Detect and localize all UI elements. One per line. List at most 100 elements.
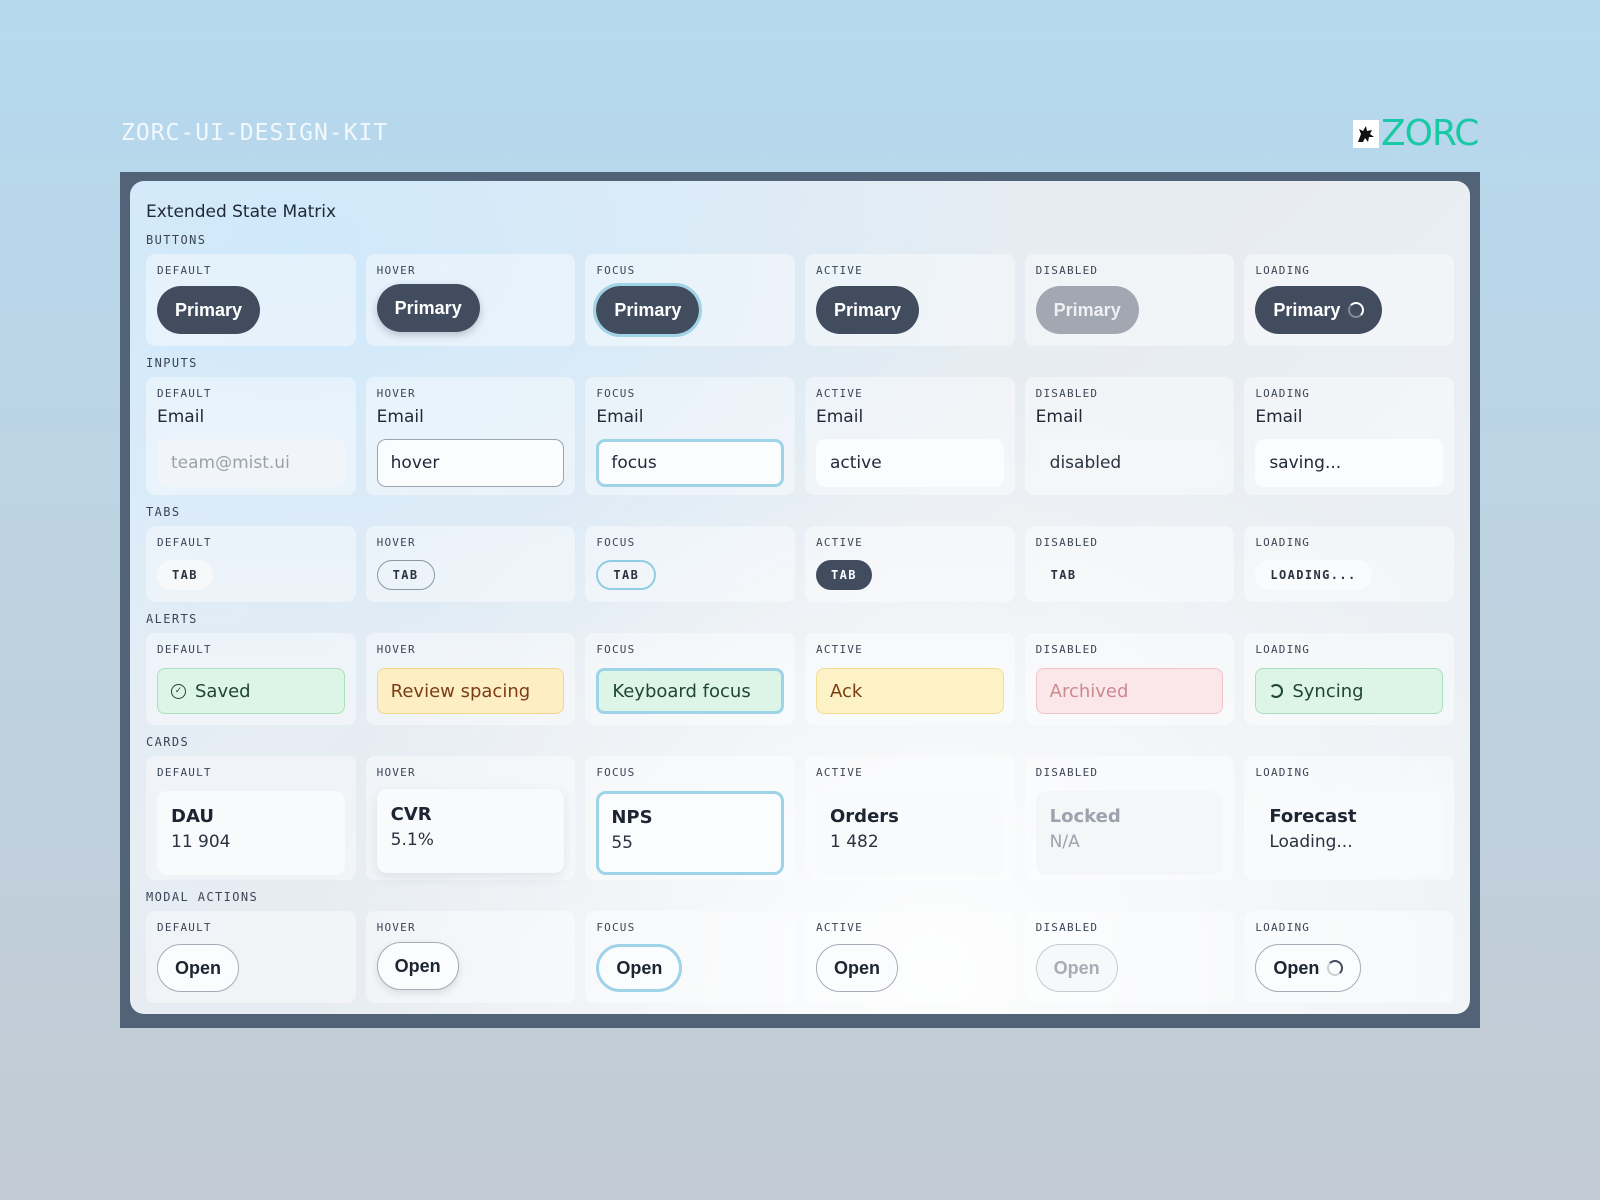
- state-cell: DEFAULT Email team@mist.ui: [146, 377, 356, 495]
- button-label: Primary: [175, 299, 243, 320]
- button-label: Primary: [1273, 299, 1341, 320]
- state-cell: HOVER Primary: [365, 254, 576, 346]
- state-label: HOVER: [376, 766, 416, 779]
- state-cell: HOVER CVR 5.1%: [365, 756, 576, 880]
- open-button-active[interactable]: Open: [816, 944, 899, 992]
- section-label-cards: CARDS: [146, 735, 190, 749]
- section-label-tabs: TABS: [146, 505, 181, 519]
- state-cell: DEFAULT Open: [146, 911, 356, 1003]
- state-label: DISABLED: [1035, 643, 1099, 656]
- state-label: LOADING: [1255, 387, 1311, 400]
- state-cell: ACTIVE Ack: [805, 633, 1015, 725]
- alert-text: Syncing: [1292, 680, 1364, 702]
- state-label: ACTIVE: [816, 643, 863, 656]
- primary-button-focus[interactable]: Primary: [593, 283, 703, 337]
- primary-button-active[interactable]: Primary: [816, 286, 920, 334]
- open-button-loading[interactable]: Open: [1255, 944, 1362, 992]
- state-label: ACTIVE: [816, 766, 863, 779]
- stat-value: Loading...: [1269, 832, 1353, 852]
- tab-active[interactable]: TAB: [816, 560, 872, 590]
- button-label: Primary: [394, 297, 462, 318]
- open-button-disabled: Open: [1035, 944, 1118, 992]
- logo-text: ZORC: [1381, 113, 1479, 154]
- stat-card-loading[interactable]: Forecast Loading...: [1255, 791, 1443, 875]
- stat-card-focus[interactable]: NPS 55: [596, 791, 784, 875]
- primary-button-default[interactable]: Primary: [157, 286, 261, 334]
- state-label: ACTIVE: [816, 536, 863, 549]
- tab-default[interactable]: TAB: [157, 560, 213, 590]
- tab-hover[interactable]: TAB: [376, 560, 435, 590]
- email-field-default[interactable]: team@mist.ui: [157, 439, 345, 487]
- alert-text: Archived: [1049, 680, 1129, 702]
- state-label: DEFAULT: [157, 921, 212, 934]
- state-label: FOCUS: [596, 766, 636, 779]
- check-circle-icon: ✓: [171, 683, 186, 699]
- alert-text: Saved: [195, 680, 251, 702]
- state-cell: FOCUS Email focus: [585, 377, 795, 495]
- state-cell: DISABLED Open: [1024, 911, 1235, 1003]
- state-label: LOADING: [1255, 643, 1311, 656]
- state-cell: DISABLED Locked N/A: [1024, 756, 1235, 880]
- open-button-focus[interactable]: Open: [596, 944, 683, 992]
- email-label: Email: [1035, 407, 1083, 427]
- state-cell: HOVER Review spacing: [365, 633, 576, 725]
- sync-icon: [1269, 684, 1284, 698]
- open-button-hover[interactable]: Open: [376, 942, 459, 990]
- state-cell: LOADING Primary: [1244, 254, 1454, 346]
- state-cell: DEFAULT DAU 11 904: [146, 756, 356, 880]
- state-label: FOCUS: [596, 387, 636, 400]
- state-label: HOVER: [376, 643, 416, 656]
- spinner-icon: [1348, 302, 1365, 318]
- state-cell: DISABLED Email disabled: [1024, 377, 1235, 495]
- primary-button-loading[interactable]: Primary: [1255, 286, 1383, 334]
- email-label: Email: [816, 407, 864, 427]
- section-label-inputs: INPUTS: [146, 356, 198, 370]
- stat-card-active[interactable]: Orders 1 482: [816, 791, 1004, 875]
- alert-loading: Syncing: [1255, 668, 1443, 714]
- stat-value: 55: [611, 833, 633, 853]
- spinner-icon: [1327, 960, 1344, 976]
- state-cell: LOADING LOADING...: [1244, 526, 1454, 602]
- email-label: Email: [596, 407, 644, 427]
- state-label: DEFAULT: [157, 536, 212, 549]
- stat-title: Forecast: [1269, 806, 1357, 827]
- tab-focus[interactable]: TAB: [596, 560, 657, 590]
- alert-active: Ack: [816, 668, 1004, 714]
- state-label: LOADING: [1255, 536, 1311, 549]
- button-label: Open: [616, 957, 663, 978]
- email-field-focus[interactable]: focus: [596, 439, 784, 487]
- state-cell: DEFAULT ✓ Saved: [146, 633, 356, 725]
- section-label-modal-actions: MODAL ACTIONS: [146, 890, 259, 904]
- button-label: Primary: [614, 299, 682, 320]
- alert-focus: Keyboard focus: [596, 668, 784, 714]
- email-field-loading[interactable]: saving...: [1255, 439, 1443, 487]
- state-matrix-panel: Extended State Matrix BUTTONS DEFAULT Pr…: [130, 181, 1470, 1014]
- email-field-hover[interactable]: hover: [376, 439, 565, 487]
- tab-loading[interactable]: LOADING...: [1255, 560, 1372, 590]
- stat-card-hover[interactable]: CVR 5.1%: [376, 789, 565, 873]
- email-field-active[interactable]: active: [816, 439, 1004, 487]
- tab-disabled: TAB: [1035, 560, 1092, 590]
- stat-card-disabled: Locked N/A: [1035, 791, 1224, 875]
- design-frame: Extended State Matrix BUTTONS DEFAULT Pr…: [120, 172, 1480, 1028]
- state-cell: LOADING Syncing: [1244, 633, 1454, 725]
- state-cell: ACTIVE TAB: [805, 526, 1015, 602]
- state-cell: DISABLED Archived: [1024, 633, 1235, 725]
- state-label: DEFAULT: [157, 387, 212, 400]
- state-label: DEFAULT: [157, 264, 212, 277]
- state-label: ACTIVE: [816, 264, 863, 277]
- email-label: Email: [1255, 407, 1303, 427]
- state-label: DISABLED: [1035, 536, 1099, 549]
- state-cell: ACTIVE Primary: [805, 254, 1015, 346]
- alerts-row: DEFAULT ✓ Saved HOVER Review spacing FOC…: [146, 633, 1454, 725]
- state-cell: ACTIVE Email active: [805, 377, 1015, 495]
- state-label: FOCUS: [596, 264, 636, 277]
- state-cell: DISABLED Primary: [1024, 254, 1235, 346]
- open-button-default[interactable]: Open: [157, 944, 240, 992]
- stat-title: CVR: [390, 804, 432, 825]
- state-cell: FOCUS TAB: [585, 526, 795, 602]
- state-cell: LOADING Open: [1244, 911, 1454, 1003]
- state-label: DISABLED: [1035, 766, 1099, 779]
- primary-button-hover[interactable]: Primary: [376, 284, 480, 332]
- stat-card-default[interactable]: DAU 11 904: [157, 791, 345, 875]
